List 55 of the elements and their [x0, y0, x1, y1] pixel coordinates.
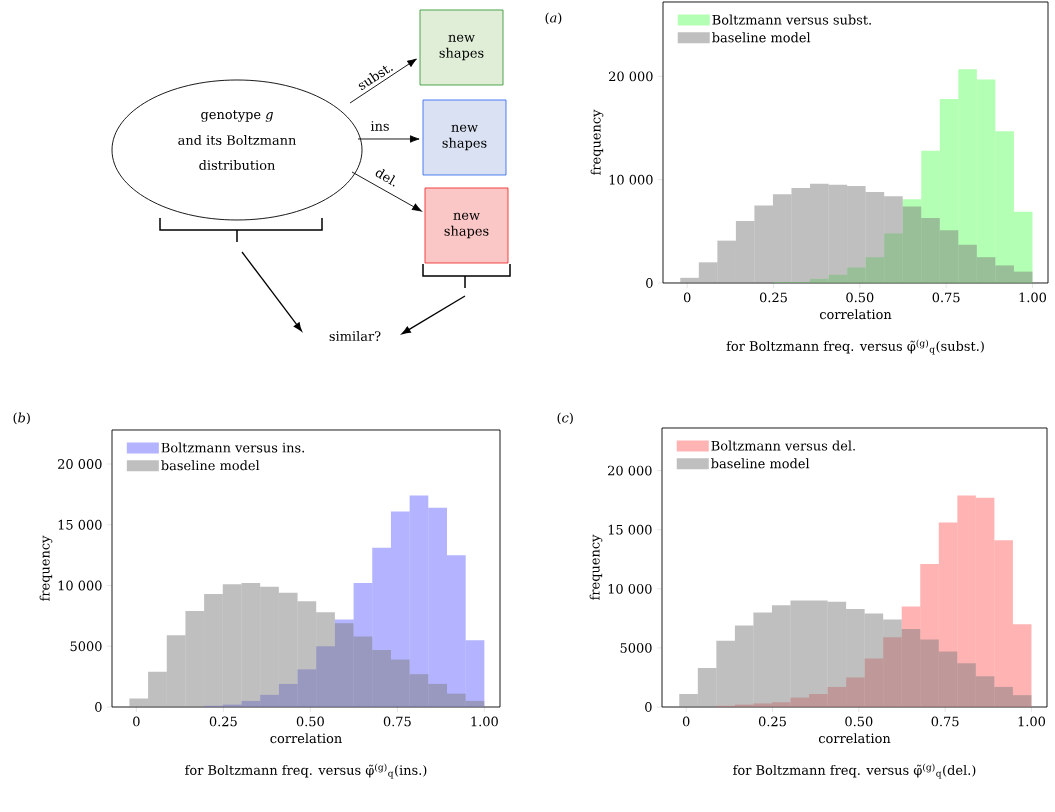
- x-tick-label: 1.00: [471, 716, 498, 727]
- x-tick-label: 0.25: [209, 716, 237, 727]
- text: genotype g: [201, 110, 273, 122]
- text: for Boltzmann freq. versus φ̃$^{(g)}$$_{q}$(subst.): [726, 339, 984, 355]
- x-axis-title: correlation: [818, 733, 891, 744]
- x-axis-title: correlation: [270, 733, 342, 744]
- y-tick-label: 5000: [620, 642, 652, 653]
- x-tick-label: 0: [682, 716, 690, 727]
- text: distribution: [199, 159, 276, 171]
- y-tick-label: 10 000: [608, 583, 652, 594]
- x-tick-label: 0.50: [296, 716, 324, 727]
- y-tick-label: 0: [95, 702, 102, 712]
- text: new shapes: [442, 124, 487, 151]
- legend-label: Boltzmann versus del.: [711, 440, 855, 451]
- legend-label: baseline model: [712, 32, 811, 43]
- text: new shapes: [439, 34, 484, 61]
- y-axis-title: frequency: [589, 534, 603, 600]
- legend-label: Boltzmann versus ins.: [161, 442, 305, 453]
- y-tick-label: 20 000: [58, 459, 102, 469]
- legend-label: Boltzmann versus subst.: [712, 14, 871, 25]
- text: new shapes: [444, 212, 489, 239]
- legend-label: baseline model: [161, 460, 260, 471]
- y-tick-label: 20 000: [608, 465, 652, 476]
- legend-label: baseline model: [711, 458, 810, 469]
- y-tick-label: 0: [646, 278, 653, 288]
- y-tick-label: 15 000: [58, 519, 102, 530]
- y-axis-title: frequency: [590, 109, 604, 175]
- x-tick-label: 1.00: [1018, 716, 1046, 727]
- x-tick-label: 1.00: [1019, 292, 1047, 303]
- y-tick-label: 15 000: [608, 524, 652, 535]
- y-tick-label: 10 000: [609, 174, 653, 185]
- x-tick-label: 0.75: [931, 716, 959, 727]
- x-tick-label: 0.25: [758, 716, 786, 727]
- y-tick-label: 20 000: [609, 71, 653, 82]
- x-tick-label: 0: [683, 292, 691, 303]
- y-axis-title: frequency: [39, 535, 53, 601]
- text: ins: [370, 121, 389, 131]
- x-tick-label: 0.50: [846, 292, 874, 303]
- text: del.: [375, 168, 396, 187]
- text: and its Boltzmann: [178, 134, 297, 146]
- x-tick-label: 0.75: [383, 716, 411, 727]
- text: for Boltzmann freq. versus φ̃$^{(g)}$$_{q}$(del.): [733, 763, 976, 779]
- y-tick-label: 5000: [70, 641, 102, 652]
- x-tick-label: 0.25: [759, 292, 787, 303]
- y-tick-label: 0: [645, 702, 652, 712]
- x-tick-label: 0: [133, 716, 140, 727]
- text: similar?: [329, 330, 381, 342]
- text: for Boltzmann freq. versus φ̃$^{(g)}$$_{q}$(ins.): [185, 763, 427, 779]
- x-axis-title: correlation: [819, 309, 892, 320]
- x-tick-label: 0.75: [932, 292, 960, 303]
- y-tick-label: 10 000: [58, 580, 102, 591]
- chart-title: (b): [13, 412, 30, 425]
- chart-title: (c): [557, 412, 573, 425]
- x-tick-label: 0.50: [845, 716, 873, 727]
- text: (a): [545, 12, 562, 25]
